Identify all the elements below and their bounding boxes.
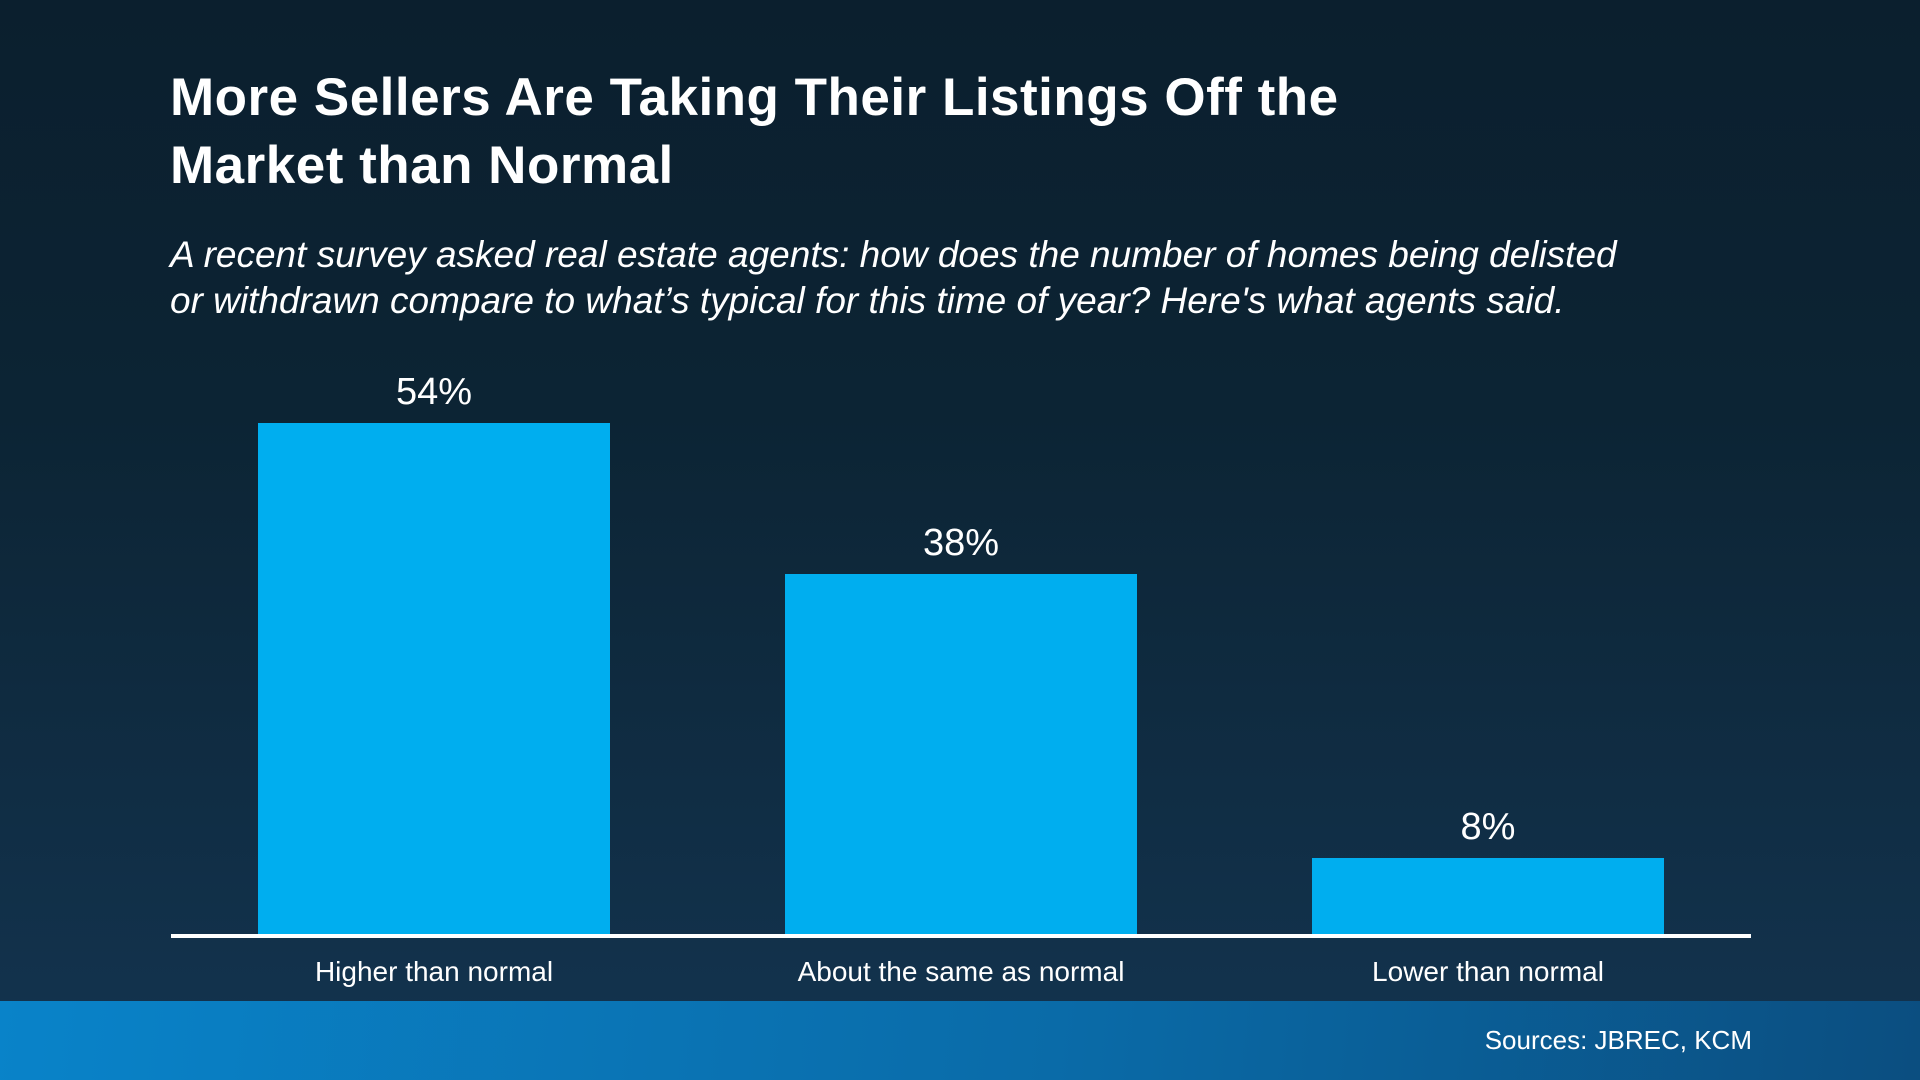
bar-group: 8%	[1312, 806, 1664, 934]
bar	[785, 574, 1137, 934]
bar-value-label: 8%	[1460, 806, 1516, 848]
footer-bar: Sources: JBREC, KCM	[0, 1001, 1920, 1080]
x-axis-baseline	[171, 934, 1751, 938]
bar-value-label: 38%	[922, 522, 1000, 564]
bar-group: 38%	[785, 522, 1137, 934]
bars-area: 54% 38% 8%	[171, 370, 1751, 934]
bar	[1312, 858, 1664, 934]
category-label: Lower than normal	[1372, 956, 1604, 987]
sources-label: Sources: JBREC, KCM	[1484, 1025, 1752, 1055]
bar-value-label: 54%	[395, 371, 473, 413]
bar	[258, 423, 610, 934]
category-labels-row: Higher than normal About the same as norm…	[171, 938, 1751, 988]
page-title: More Sellers Are Taking Their Listings O…	[170, 68, 1339, 195]
bar-group: 54%	[258, 371, 610, 934]
category-label: About the same as normal	[797, 956, 1125, 987]
chart-subtitle: A recent survey asked real estate agents…	[170, 234, 1617, 321]
category-label: Higher than normal	[314, 956, 554, 987]
bar-chart: 54% 38% 8% Higher than normal About the sam…	[171, 370, 1751, 988]
